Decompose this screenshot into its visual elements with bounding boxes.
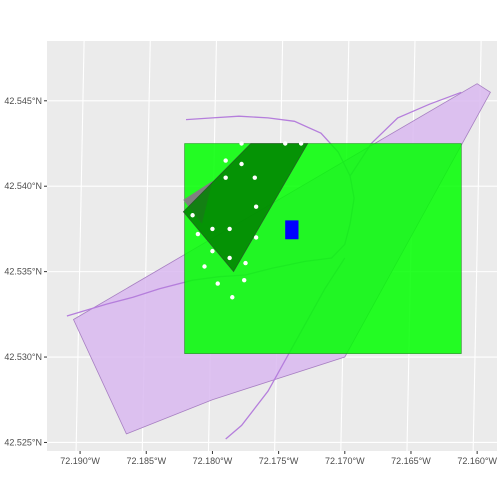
blue-square-polygon (285, 220, 299, 240)
y-tick-label: 42.540°N (4, 181, 42, 191)
y-tick-label: 42.545°N (4, 96, 42, 106)
x-tick-label: 72.185°W (126, 456, 166, 466)
x-tick-label: 72.160°W (457, 456, 497, 466)
sample-point (215, 281, 220, 286)
sample-point (230, 295, 235, 300)
sample-point (195, 231, 201, 237)
sample-point (253, 235, 259, 240)
map-layers (66, 83, 491, 440)
sample-point (252, 175, 257, 180)
lon-gridline (75, 41, 85, 451)
sample-point (190, 213, 195, 218)
sample-point (223, 175, 228, 180)
sample-point (283, 141, 288, 146)
x-tick-label: 72.170°W (325, 456, 365, 466)
sample-point (223, 158, 228, 163)
sample-point (210, 248, 215, 254)
y-axis: 42.545°N 42.540°N 42.535°N 42.530°N 42.525°N (4, 96, 47, 447)
dark-triangle-polygon (182, 143, 309, 273)
x-tick-label: 72.165°W (391, 456, 431, 466)
sample-point (227, 226, 232, 232)
sample-point (298, 141, 304, 146)
y-tick-label: 42.525°N (4, 437, 42, 447)
y-tick-label: 42.535°N (4, 267, 42, 277)
x-tick-label: 72.190°W (60, 456, 100, 466)
sample-point (210, 226, 215, 232)
sample-point (243, 260, 248, 266)
sample-point (227, 255, 232, 261)
x-tick-label: 72.180°W (193, 456, 233, 466)
x-axis: 72.190°W 72.185°W 72.180°W 72.175°W 72.170°W… (60, 451, 497, 466)
sample-point (202, 264, 207, 269)
sample-point (253, 204, 259, 209)
y-tick-label: 42.530°N (4, 352, 42, 362)
sample-point (239, 141, 244, 146)
sample-point (239, 161, 244, 167)
sample-point (242, 277, 247, 283)
x-tick-label: 72.175°W (259, 456, 299, 466)
